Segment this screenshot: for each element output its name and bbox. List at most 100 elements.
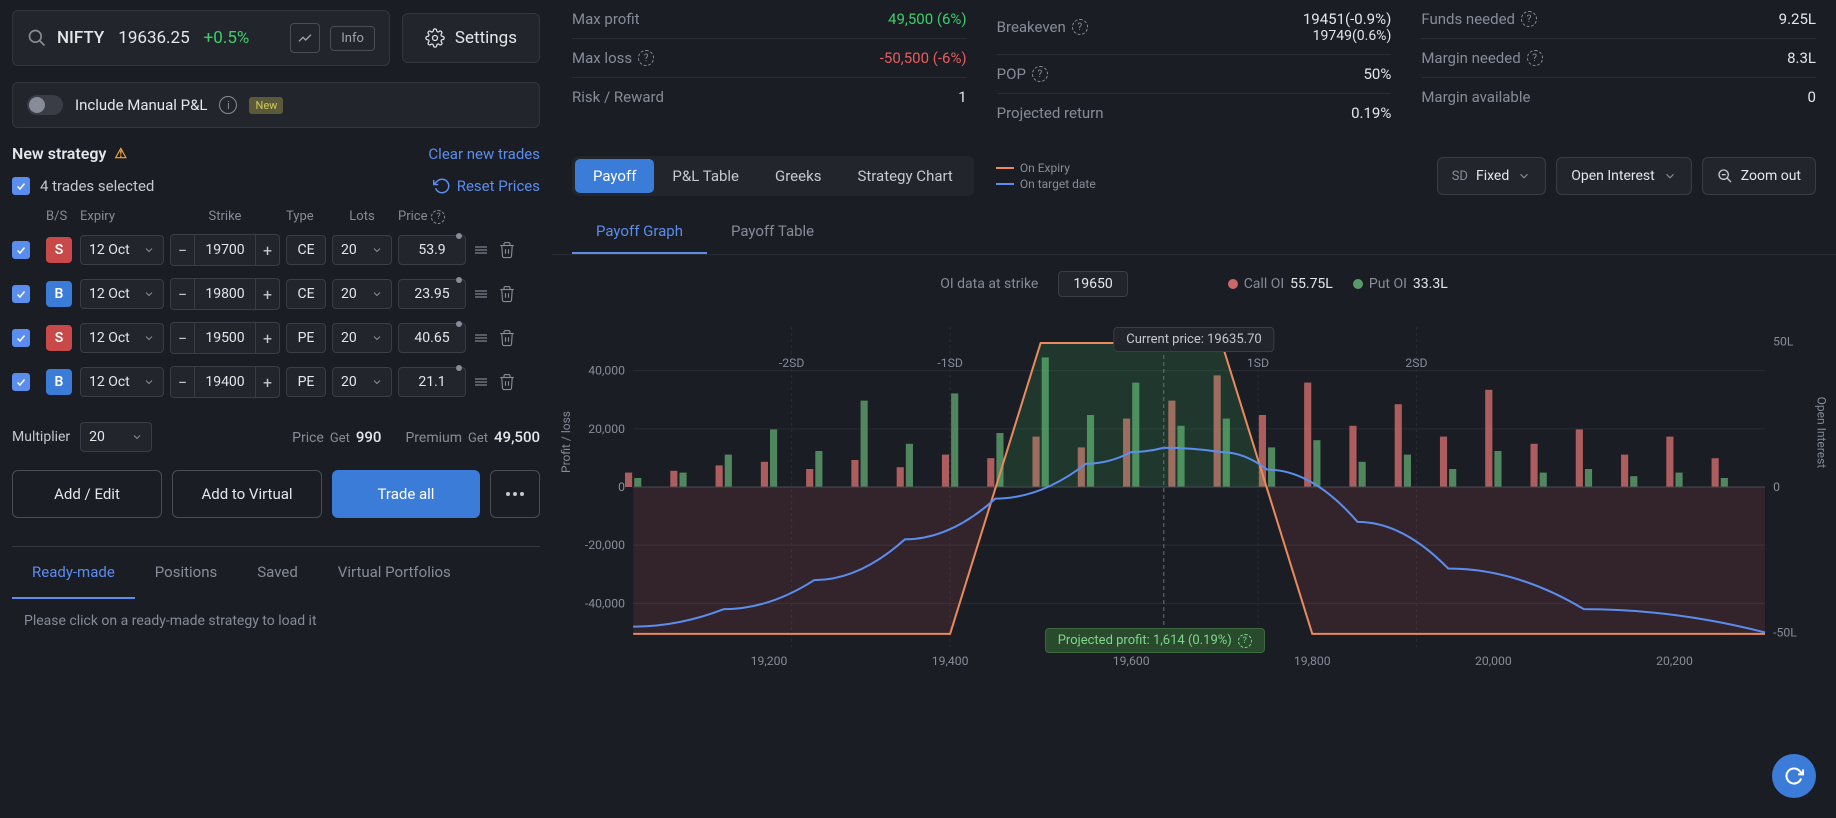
plus-button[interactable]: + (255, 235, 279, 265)
minus-button[interactable]: − (171, 235, 195, 265)
add-virtual-button[interactable]: Add to Virtual (172, 470, 322, 518)
expiry-select[interactable]: 12 Oct (80, 323, 164, 353)
chart-tab[interactable]: Greeks (757, 159, 839, 193)
bs-toggle[interactable]: S (46, 237, 72, 263)
trade-checkbox[interactable] (12, 373, 30, 391)
tab-ready-made[interactable]: Ready-made (12, 547, 135, 599)
chevron-down-icon (143, 376, 155, 388)
bs-toggle[interactable]: S (46, 325, 72, 351)
metric-row: Margin available0 (1421, 78, 1816, 116)
multiplier-label: Multiplier (12, 429, 70, 445)
zoom-out-button[interactable]: Zoom out (1702, 157, 1816, 195)
tab-virtual-portfolios[interactable]: Virtual Portfolios (318, 547, 471, 599)
chevron-down-icon (371, 244, 383, 256)
put-oi-legend: Put OI 33.3L (1353, 276, 1448, 292)
strike-spinner[interactable]: −19700+ (170, 234, 280, 266)
lots-select[interactable]: 20 (332, 279, 392, 309)
multiplier-select[interactable]: 20 (80, 422, 152, 452)
trade-checkbox[interactable] (12, 285, 30, 303)
expiry-select[interactable]: 12 Oct (80, 367, 164, 397)
chevron-down-icon (371, 288, 383, 300)
delete-icon[interactable] (498, 285, 516, 303)
option-type[interactable]: CE (286, 235, 326, 265)
include-manual-toggle[interactable] (27, 95, 63, 115)
help-icon[interactable]: ? (1527, 50, 1543, 66)
price-input[interactable]: 40.65 (398, 323, 466, 353)
bs-toggle[interactable]: B (46, 369, 72, 395)
oi-strike-value[interactable]: 19650 (1058, 271, 1127, 297)
help-icon[interactable]: ? (638, 50, 654, 66)
lots-select[interactable]: 20 (332, 323, 392, 353)
refresh-icon (433, 177, 451, 195)
price-input[interactable]: 23.95 (398, 279, 466, 309)
svg-text:19,600: 19,600 (1113, 654, 1150, 668)
svg-text:0: 0 (1773, 480, 1780, 494)
open-interest-dropdown[interactable]: Open Interest (1556, 157, 1692, 195)
price-input[interactable]: 53.9 (398, 235, 466, 265)
help-icon[interactable]: ? (431, 210, 445, 224)
price-label: Price (292, 430, 324, 446)
plus-button[interactable]: + (255, 367, 279, 397)
option-type[interactable]: PE (286, 323, 326, 353)
info-button[interactable]: Info (330, 26, 375, 51)
delete-icon[interactable] (498, 329, 516, 347)
trade-all-button[interactable]: Trade all (332, 470, 480, 518)
strike-spinner[interactable]: −19400+ (170, 366, 280, 398)
trade-table-header: B/S Expiry Strike Type Lots Price? (12, 205, 540, 228)
sub-tab-payoff-table[interactable]: Payoff Table (707, 210, 838, 254)
reset-prices-link[interactable]: Reset Prices (433, 177, 540, 195)
help-icon[interactable]: ? (1072, 19, 1088, 35)
chart-tab[interactable]: P&L Table (654, 159, 757, 193)
svg-text:20,200: 20,200 (1656, 654, 1693, 668)
minus-button[interactable]: − (171, 367, 195, 397)
trade-checkbox[interactable] (12, 329, 30, 347)
delete-icon[interactable] (498, 373, 516, 391)
delete-icon[interactable] (498, 241, 516, 259)
option-type[interactable]: PE (286, 367, 326, 397)
metric-row: Funds needed?9.25L (1421, 0, 1816, 39)
drag-icon[interactable] (472, 329, 490, 347)
metric-row: Max profit49,500 (6%) (572, 0, 967, 39)
drag-icon[interactable] (472, 241, 490, 259)
metric-row: Breakeven?19451(-0.9%)19749(0.6%) (997, 0, 1392, 55)
drag-icon[interactable] (472, 285, 490, 303)
price-input[interactable]: 21.1 (398, 367, 466, 397)
gear-icon (425, 28, 445, 48)
drag-icon[interactable] (472, 373, 490, 391)
chart-tab[interactable]: Strategy Chart (839, 159, 970, 193)
trade-checkbox[interactable] (12, 241, 30, 259)
select-all-checkbox[interactable] (12, 177, 30, 195)
svg-text:-2SD: -2SD (779, 356, 805, 370)
minus-button[interactable]: − (171, 323, 195, 353)
chart-tab[interactable]: Payoff (575, 159, 654, 193)
plus-button[interactable]: + (255, 279, 279, 309)
add-edit-button[interactable]: Add / Edit (12, 470, 162, 518)
ticker-search[interactable]: NIFTY 19636.25 +0.5% Info (12, 10, 390, 66)
help-icon[interactable]: ? (1032, 66, 1048, 82)
option-type[interactable]: CE (286, 279, 326, 309)
y-axis-title: Profit / loss (559, 411, 573, 473)
clear-trades-link[interactable]: Clear new trades (428, 145, 540, 163)
oi-data-label: OI data at strike (940, 276, 1038, 292)
more-actions-button[interactable] (490, 470, 540, 518)
ticker-change: +0.5% (204, 28, 250, 48)
plus-button[interactable]: + (255, 323, 279, 353)
strike-spinner[interactable]: −19500+ (170, 322, 280, 354)
minus-button[interactable]: − (171, 279, 195, 309)
expiry-select[interactable]: 12 Oct (80, 235, 164, 265)
bs-toggle[interactable]: B (46, 281, 72, 307)
trades-count-label: 4 trades selected (40, 177, 154, 195)
settings-button[interactable]: Settings (402, 13, 540, 63)
lots-select[interactable]: 20 (332, 367, 392, 397)
refresh-fab[interactable] (1772, 754, 1816, 798)
tab-positions[interactable]: Positions (135, 547, 237, 599)
help-icon[interactable]: ? (1521, 11, 1537, 27)
help-icon[interactable]: i (219, 96, 237, 114)
sd-dropdown[interactable]: SD Fixed (1437, 157, 1547, 195)
expiry-select[interactable]: 12 Oct (80, 279, 164, 309)
chart-toggle-icon[interactable] (290, 23, 320, 53)
lots-select[interactable]: 20 (332, 235, 392, 265)
sub-tab-payoff-graph[interactable]: Payoff Graph (572, 210, 707, 254)
strike-spinner[interactable]: −19800+ (170, 278, 280, 310)
tab-saved[interactable]: Saved (237, 547, 318, 599)
